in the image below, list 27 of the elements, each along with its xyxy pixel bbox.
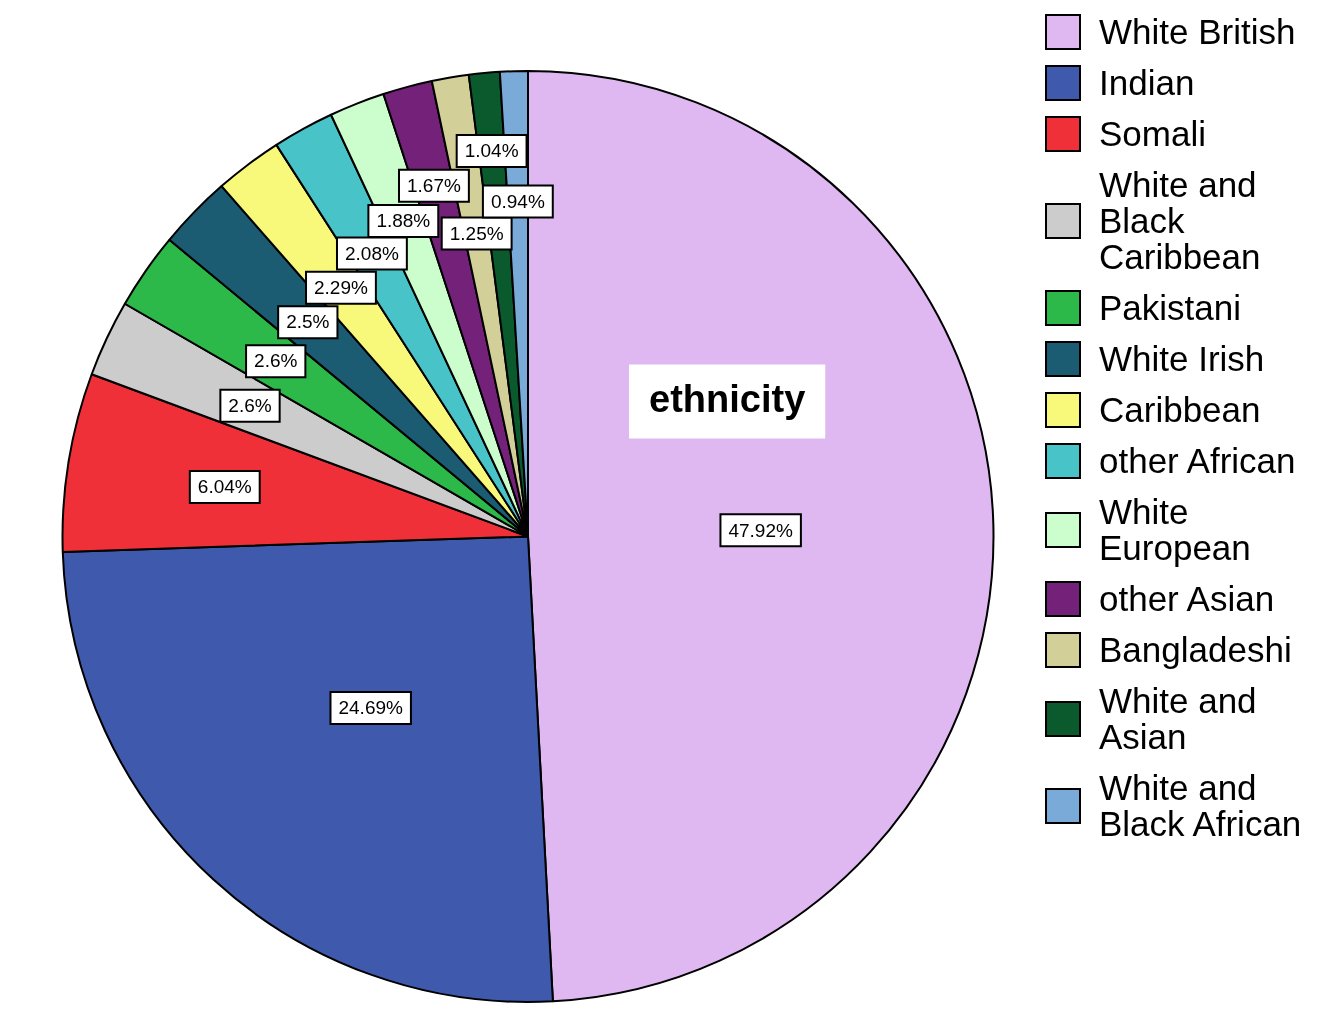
legend-label: White and Black Caribbean <box>1099 165 1262 276</box>
legend-label: White and Black African <box>1099 768 1303 843</box>
legend-label: Bangladeshi <box>1099 630 1292 669</box>
legend-label: White and Asian <box>1099 681 1258 756</box>
data-label: 24.69% <box>338 697 404 719</box>
legend-label: Somali <box>1099 114 1206 153</box>
data-label: 2.6% <box>254 350 298 372</box>
data-label: 2.08% <box>344 242 399 264</box>
data-label: 47.92% <box>728 519 793 541</box>
legend-label: White British <box>1099 12 1296 51</box>
data-label: 2.6% <box>228 394 272 416</box>
legend-label: other Asian <box>1099 579 1275 618</box>
data-label: 2.29% <box>314 276 368 298</box>
legend-label: Pakistani <box>1099 288 1242 327</box>
legend-label: Caribbean <box>1099 390 1261 429</box>
data-label: 1.67% <box>407 174 461 196</box>
legend-label: Indian <box>1099 63 1195 102</box>
legend-label: White Irish <box>1099 339 1265 378</box>
data-label: 2.5% <box>286 311 330 333</box>
data-label: 0.94% <box>490 190 545 212</box>
data-label: 1.25% <box>449 222 504 244</box>
legend-label: White European <box>1099 492 1252 567</box>
data-label: 1.88% <box>376 210 431 232</box>
legend-label: other African <box>1099 441 1296 480</box>
data-label: 1.04% <box>464 140 519 162</box>
text: ethnicity <box>649 377 806 420</box>
data-label: 6.04% <box>197 476 252 498</box>
